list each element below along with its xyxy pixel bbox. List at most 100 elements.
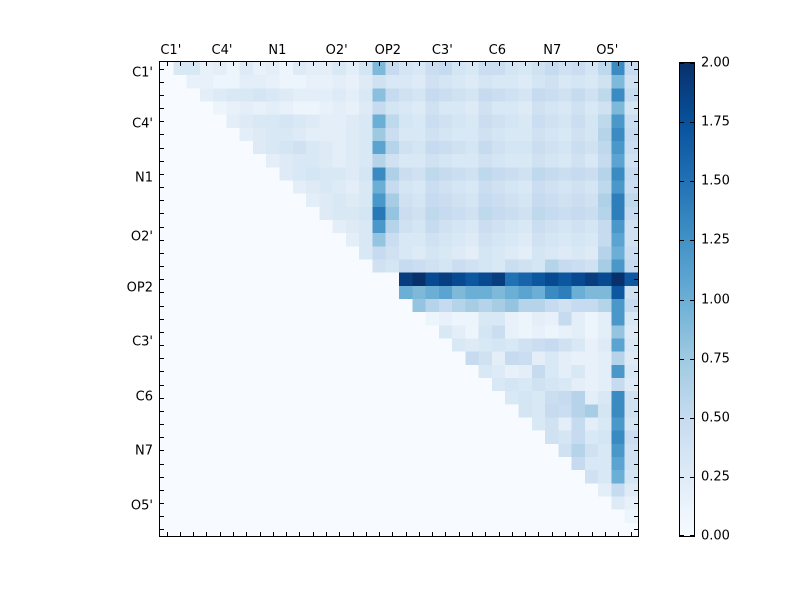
colorbar-tick [680,535,684,536]
x-tick-label-C1': C1' [160,43,182,58]
x-tick-label-C3': C3' [431,43,453,58]
colorbar-tick [680,299,684,301]
y-tick-label-O2': O2' [130,229,153,245]
bottom-axis-tick [405,532,407,536]
bottom-axis-tick [179,532,181,536]
bottom-axis-tick [591,532,593,536]
top-axis-tick [525,62,527,66]
left-axis-tick [160,345,164,347]
top-axis-tick [604,62,606,66]
top-axis-tick [445,62,447,66]
top-axis-tick [631,62,633,66]
top-axis-tick [233,62,235,66]
colorbar-tick [680,122,684,124]
right-axis-tick [634,68,638,70]
top-axis-tick [538,62,540,66]
left-axis-tick [160,450,164,452]
right-axis-tick [634,134,638,136]
top-axis-tick [511,62,513,66]
left-axis-tick [160,252,164,254]
right-axis-tick [634,226,638,228]
right-axis-tick [634,424,638,426]
x-tick-label-N1: N1 [268,43,287,58]
right-axis-tick [634,450,638,452]
bottom-axis-tick [312,532,314,536]
left-axis-tick [160,305,164,307]
colorbar-tick [680,63,684,64]
colorbar [679,62,695,537]
right-axis-tick [634,318,638,320]
right-axis-tick [634,239,638,241]
top-axis-tick [591,62,593,66]
colorbar-tick-label: 0.75 [701,351,730,367]
left-axis-tick [160,437,164,439]
left-axis-tick [160,94,164,96]
top-axis-tick [472,62,474,66]
left-axis-tick [160,516,164,518]
right-axis-tick [634,437,638,439]
bottom-axis-tick [286,532,288,536]
left-axis-tick [160,529,164,531]
colorbar-tick-label: 1.50 [701,173,730,189]
left-axis-tick [160,358,164,360]
left-axis-tick [160,226,164,228]
left-axis-tick [160,384,164,386]
bottom-axis-tick [564,532,566,536]
y-tick-label-C4': C4' [132,116,153,131]
bottom-axis-tick [458,532,460,536]
top-axis-tick [299,62,301,66]
left-axis-tick [160,134,164,136]
top-axis-tick [179,62,181,66]
bottom-axis-tick [325,532,327,536]
bottom-axis-tick [246,532,248,536]
left-axis-tick [160,200,164,202]
top-axis-tick [339,62,341,66]
right-axis-tick [634,529,638,531]
bottom-axis-tick [578,532,580,536]
bottom-axis-tick [551,532,553,536]
left-axis-tick [160,463,164,465]
bottom-axis-tick [193,532,195,536]
left-axis-tick [160,147,164,149]
left-axis-tick [160,266,164,268]
top-axis-tick [485,62,487,66]
colorbar-tick [680,240,684,242]
right-axis-tick [634,371,638,373]
right-axis-tick [634,147,638,149]
right-axis-tick [634,503,638,505]
bottom-axis-tick [498,532,500,536]
colorbar-tick [690,181,694,183]
bottom-axis-tick [206,532,208,536]
bottom-axis-tick [631,532,633,536]
right-axis-tick [634,397,638,399]
left-axis-tick [160,213,164,215]
colorbar-tick [690,417,694,419]
top-axis-tick [392,62,394,66]
right-axis-tick [634,516,638,518]
top-axis-tick [418,62,420,66]
colorbar-tick-label: 0.25 [701,469,730,485]
right-axis-tick [634,463,638,465]
bottom-axis-tick [233,532,235,536]
bottom-axis-tick [485,532,487,536]
bottom-axis-tick [511,532,513,536]
x-tick-label-C6: C6 [488,43,506,58]
right-axis-tick [634,252,638,254]
right-axis-tick [634,213,638,215]
top-axis-tick [405,62,407,66]
colorbar-tick [690,240,694,242]
top-axis-tick [564,62,566,66]
right-axis-tick [634,173,638,175]
y-tick-label-OP2: OP2 [126,280,153,296]
left-axis-tick [160,371,164,373]
colorbar-tick-label: 0.50 [701,410,730,426]
top-axis-tick [219,62,221,66]
colorbar-tick [680,181,684,183]
bottom-axis-tick [604,532,606,536]
bottom-axis-tick [299,532,301,536]
bottom-axis-tick [445,532,447,536]
left-axis-tick [160,81,164,83]
left-axis-tick [160,160,164,162]
top-axis-tick [618,62,620,66]
right-axis-tick [634,266,638,268]
